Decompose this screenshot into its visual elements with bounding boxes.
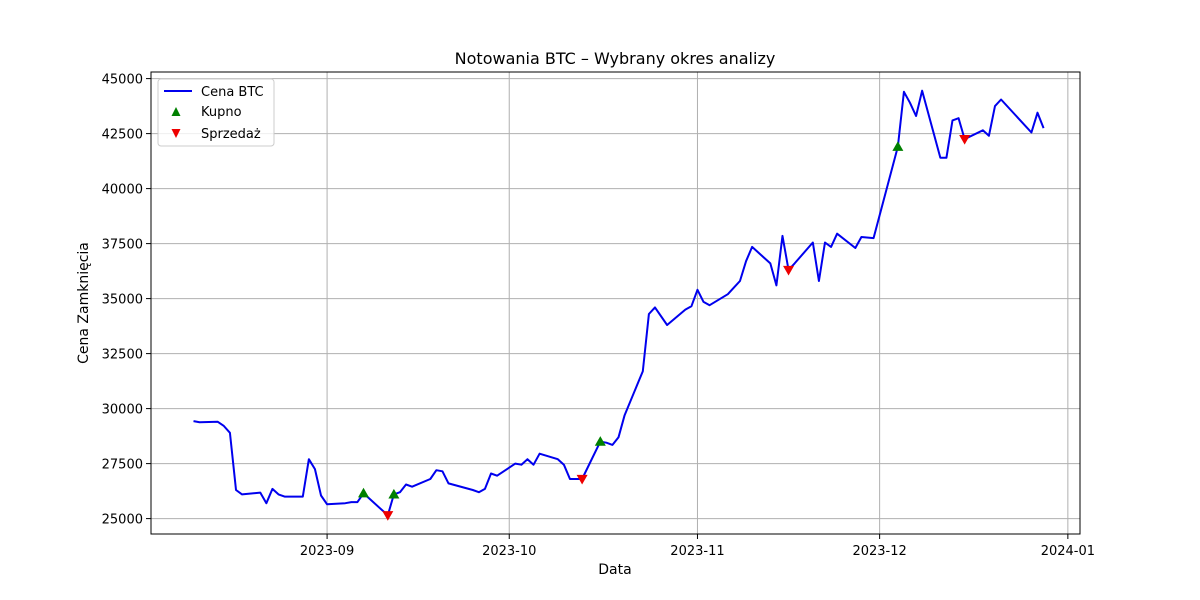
y-tick-label: 30000 (102, 403, 143, 418)
y-tick-label: 35000 (102, 293, 143, 308)
grid (151, 72, 1080, 534)
x-tick-label: 2023-12 (852, 544, 906, 559)
sell-marker (382, 511, 394, 521)
y-tick-label: 40000 (102, 183, 143, 198)
buy-marker (388, 488, 400, 499)
sell-marker (959, 134, 971, 145)
y-axis-label: Cena Zamknięcia (76, 242, 92, 364)
legend-box (157, 78, 275, 147)
x-tick-label: 2023-10 (482, 544, 536, 559)
x-tick-label: 2024-01 (1041, 544, 1095, 559)
y-tick-label: 25000 (102, 513, 143, 528)
y-tick-label: 45000 (102, 73, 143, 88)
x-axis-label: Data (598, 562, 631, 578)
legend-label-price: Cena BTC (201, 85, 264, 100)
legend-label-sell: Sprzedaż (201, 127, 261, 142)
legend-sell-marker-icon (171, 129, 181, 138)
y-tick-label: 37500 (102, 238, 143, 253)
buy-marker (892, 141, 904, 151)
y-tick-label: 32500 (102, 348, 143, 363)
y-tick-label: 27500 (102, 458, 143, 473)
x-tick-label: 2023-09 (300, 544, 354, 559)
ticks: 2023-09 2023-10 2023-11 2023-12 2024-01 25000… (102, 73, 1095, 559)
series-layer (193, 89, 1045, 521)
x-tick-label: 2023-11 (670, 544, 724, 559)
buy-marker (594, 436, 606, 446)
plot-area-frame (150, 71, 1081, 535)
legend-buy-marker-icon (171, 107, 181, 116)
buy-marker (358, 487, 370, 498)
y-tick-label: 42500 (102, 128, 143, 143)
chart-title: Notowania BTC – Wybrany okres analizy (455, 49, 776, 68)
sell-marker (783, 265, 795, 276)
legend-label-buy: Kupno (201, 105, 242, 120)
price-line (193, 89, 1045, 517)
legend: Cena BTC Kupno Sprzedaż (157, 78, 275, 147)
sell-marker (576, 474, 588, 485)
